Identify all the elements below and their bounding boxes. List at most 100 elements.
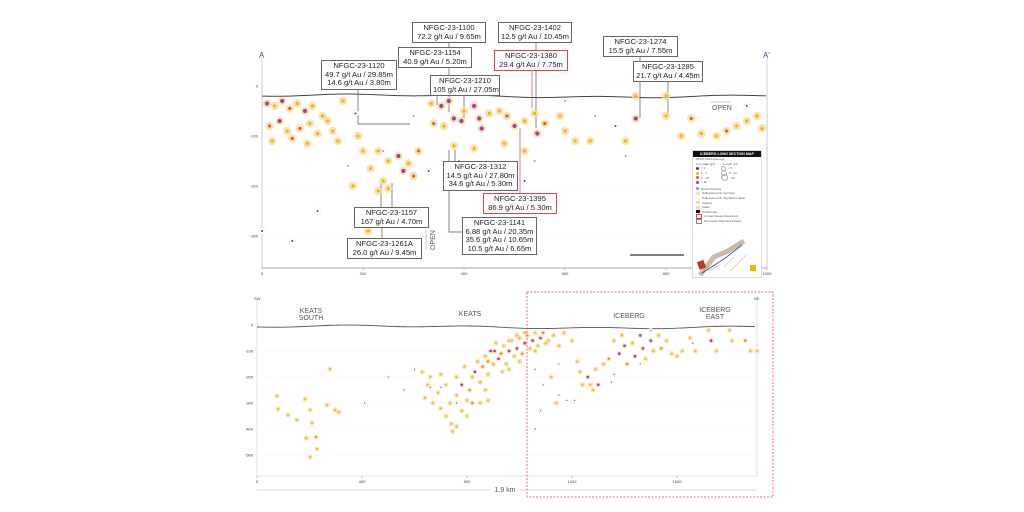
drill-intercept-point	[626, 363, 629, 365]
drill-intercept-point	[492, 363, 495, 365]
drill-intercept-point	[481, 365, 484, 368]
drill-intercept-point	[277, 407, 279, 410]
callout-nfgc-23-1380: NFGC-23-1380 29.4 g/t Au / 7.75m	[494, 50, 568, 72]
drill-intercept-point	[309, 456, 312, 459]
drillhole-id: NFGC-23-1210	[439, 76, 491, 85]
drill-intercept-point	[676, 355, 678, 358]
intercept-value: 21.7 g/t Au / 4.45m	[636, 70, 700, 80]
drill-intercept-point	[396, 153, 401, 159]
legend-item: Keats	[702, 205, 710, 210]
drill-intercept-point	[508, 368, 510, 371]
drill-intercept-point	[505, 363, 508, 365]
drill-intercept-point	[261, 230, 263, 232]
legend-length: >10	[730, 175, 736, 180]
drill-intercept-point	[460, 409, 463, 412]
drill-intercept-point	[476, 360, 479, 363]
legend-grade-header: Au Grade (g/t)	[696, 161, 716, 166]
drill-intercept-point	[749, 350, 752, 352]
drill-intercept-point	[264, 101, 270, 106]
drill-intercept-point	[624, 139, 628, 143]
zone-keats: KEATS	[459, 311, 482, 318]
drill-intercept-point	[539, 336, 542, 340]
drill-intercept-point	[439, 407, 442, 410]
drillhole-id: NFGC-23-1274	[614, 37, 667, 46]
drill-intercept-point	[641, 347, 645, 350]
drill-intercept-point	[755, 114, 759, 118]
drill-intercept-point	[382, 150, 385, 152]
y-tick-label: -100	[250, 134, 259, 139]
drill-intercept-point	[288, 106, 292, 111]
drill-intercept-point	[633, 116, 638, 121]
drill-intercept-point	[315, 436, 318, 439]
drill-intercept-point	[714, 134, 719, 138]
drill-intercept-point	[534, 350, 537, 352]
drill-intercept-point	[594, 115, 597, 117]
drill-intercept-point	[500, 352, 503, 355]
drill-intercept-point	[558, 114, 562, 118]
label-sw: SW	[254, 296, 261, 301]
legend-grade: > 10	[701, 180, 707, 185]
legend-item: Overburden	[702, 209, 718, 214]
drill-intercept-point	[462, 109, 466, 113]
drill-intercept-point	[285, 129, 289, 133]
legend-subtitle: NFGC DDH Intercept	[696, 157, 725, 162]
label-a: A	[259, 51, 265, 60]
drill-intercept-point	[689, 337, 692, 339]
drill-intercept-point	[555, 402, 558, 404]
drill-intercept-point	[424, 396, 426, 399]
legend-length: < 5	[728, 166, 733, 171]
drill-intercept-point	[529, 347, 531, 350]
inset-map	[696, 238, 756, 277]
drill-intercept-point	[460, 383, 464, 387]
callout-nfgc-23-1274: NFGC-23-1274 15.5 g/t Au / 7.55m	[603, 36, 678, 58]
drill-intercept-point	[421, 370, 424, 373]
drill-intercept-point	[316, 448, 319, 451]
legend-item: Drilled Area No Intercept	[702, 191, 735, 196]
drill-intercept-point	[679, 134, 683, 138]
drill-intercept-point	[277, 118, 282, 124]
drill-intercept-point	[493, 349, 496, 353]
drill-intercept-point	[707, 329, 710, 332]
drill-intercept-point	[644, 357, 647, 360]
intercept-value: 167 g/t Au / 4.70m	[360, 216, 423, 226]
drill-intercept-point	[613, 339, 615, 342]
drill-intercept-point	[316, 210, 319, 212]
drillhole-id: NFGC-23-1141	[473, 218, 526, 227]
top-drill-points	[258, 91, 767, 245]
drill-intercept-point	[588, 139, 592, 143]
drill-intercept-point	[366, 229, 370, 233]
drill-intercept-point	[429, 376, 432, 378]
drill-intercept-point	[309, 409, 312, 412]
drill-intercept-point	[326, 404, 329, 407]
drill-intercept-point	[745, 119, 749, 123]
drill-intercept-point	[660, 347, 663, 350]
drill-intercept-point	[387, 376, 389, 378]
drill-intercept-point	[305, 141, 310, 146]
drill-intercept-point	[617, 352, 621, 355]
drill-intercept-point	[557, 344, 560, 347]
drill-intercept-point	[624, 155, 627, 157]
drill-intercept-point	[571, 339, 573, 342]
drill-intercept-point	[479, 402, 482, 404]
drill-intercept-point	[681, 350, 684, 352]
drill-intercept-point	[638, 334, 642, 337]
drill-intercept-point	[439, 103, 444, 109]
drill-intercept-point	[694, 350, 697, 352]
drill-intercept-point	[607, 357, 610, 360]
intercept-value: 86.9 g/t Au / 5.30m	[488, 202, 552, 212]
intercept-value: 29.4 g/t Au / 7.75m	[499, 59, 563, 69]
bottom-drill-points	[274, 327, 760, 460]
drill-intercept-point	[364, 402, 366, 404]
drill-intercept-point	[471, 376, 474, 378]
y-tick-label: -500	[245, 453, 254, 458]
drill-intercept-point	[451, 430, 454, 433]
callout-nfgc-23-1285: NFGC-23-1285 21.7 g/t Au / 4.45m	[633, 61, 703, 83]
drill-intercept-point	[502, 141, 506, 146]
drill-intercept-point	[356, 134, 360, 138]
drill-intercept-point	[649, 339, 653, 342]
x-tick-label: 800	[663, 271, 670, 276]
drill-intercept-point	[463, 365, 466, 368]
drill-intercept-point	[450, 422, 453, 425]
drill-intercept-point	[664, 114, 668, 118]
